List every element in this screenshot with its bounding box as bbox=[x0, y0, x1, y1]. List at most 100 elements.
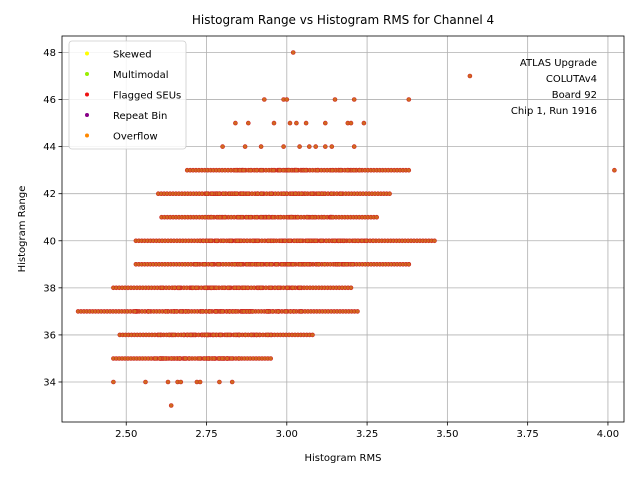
data-point bbox=[290, 285, 296, 291]
y-tick-label: 48 bbox=[43, 48, 56, 59]
data-point bbox=[351, 167, 357, 173]
data-point bbox=[332, 97, 338, 102]
data-point bbox=[363, 238, 369, 244]
data-point bbox=[248, 214, 253, 220]
data-point bbox=[274, 261, 279, 267]
data-point bbox=[254, 332, 259, 338]
data-point bbox=[284, 97, 290, 102]
data-point bbox=[303, 120, 309, 126]
data-point bbox=[214, 285, 219, 291]
data-point bbox=[224, 356, 230, 361]
data-point bbox=[295, 214, 301, 220]
data-point bbox=[288, 309, 293, 314]
annotation-text: ATLAS Upgrade COLUTAv4 Board 92 Chip 1, Run… bbox=[511, 58, 597, 117]
data-point bbox=[261, 97, 267, 102]
data-point bbox=[351, 97, 357, 102]
data-point bbox=[329, 191, 335, 196]
data-point bbox=[338, 167, 344, 173]
data-point bbox=[286, 167, 292, 173]
data-point bbox=[313, 238, 319, 244]
data-point bbox=[275, 309, 281, 314]
data-point bbox=[287, 120, 293, 126]
data-point bbox=[176, 285, 181, 291]
data-point bbox=[197, 379, 203, 385]
data-point bbox=[178, 379, 184, 385]
x-axis-label: Histogram RMS bbox=[305, 453, 382, 464]
legend-label: Overflow bbox=[113, 132, 158, 143]
data-point bbox=[370, 238, 376, 244]
data-point bbox=[266, 238, 271, 244]
data-point bbox=[248, 332, 254, 338]
data-point bbox=[203, 285, 208, 291]
data-point bbox=[177, 356, 182, 361]
data-point bbox=[236, 356, 242, 361]
data-point bbox=[239, 191, 245, 196]
data-point bbox=[265, 332, 270, 338]
data-point bbox=[250, 238, 256, 244]
data-point bbox=[243, 332, 248, 338]
data-point bbox=[294, 120, 299, 126]
data-point bbox=[202, 261, 207, 267]
data-point bbox=[268, 285, 274, 291]
data-point bbox=[315, 191, 321, 196]
y-tick-label: 40 bbox=[43, 236, 56, 247]
data-point bbox=[204, 191, 210, 196]
data-point bbox=[233, 120, 238, 126]
y-axis-label: Histogram Range bbox=[17, 186, 28, 273]
data-point bbox=[156, 332, 162, 338]
data-point bbox=[181, 332, 186, 338]
data-point bbox=[165, 379, 171, 385]
data-point bbox=[329, 144, 335, 149]
data-point bbox=[250, 309, 255, 314]
data-point bbox=[350, 261, 356, 267]
data-point bbox=[132, 309, 138, 314]
data-point bbox=[321, 214, 327, 220]
data-point bbox=[174, 309, 179, 314]
data-point bbox=[292, 191, 298, 196]
data-point bbox=[254, 214, 260, 220]
data-point bbox=[280, 167, 286, 173]
data-point bbox=[258, 144, 264, 149]
y-tick-label: 38 bbox=[43, 283, 56, 294]
data-point bbox=[271, 120, 277, 126]
data-point bbox=[277, 214, 283, 220]
data-point bbox=[207, 309, 213, 314]
data-point bbox=[374, 214, 380, 220]
data-point bbox=[233, 332, 238, 338]
data-point bbox=[179, 309, 184, 314]
data-point bbox=[268, 356, 274, 361]
data-point bbox=[193, 261, 198, 267]
data-point bbox=[248, 167, 253, 173]
data-point bbox=[241, 309, 247, 314]
data-point bbox=[357, 167, 362, 173]
data-point bbox=[313, 144, 319, 149]
data-point bbox=[406, 261, 412, 267]
data-point bbox=[171, 332, 176, 338]
data-point bbox=[202, 356, 207, 361]
data-point bbox=[406, 167, 412, 173]
data-point bbox=[297, 285, 303, 291]
data-point bbox=[245, 191, 251, 196]
data-point bbox=[292, 238, 297, 244]
x-tick-label: 3.00 bbox=[276, 429, 298, 440]
data-point bbox=[202, 214, 208, 220]
data-point bbox=[309, 191, 315, 196]
data-point bbox=[269, 191, 274, 196]
data-point bbox=[287, 238, 293, 244]
data-point bbox=[245, 285, 250, 291]
x-tick-label: 2.75 bbox=[195, 429, 217, 440]
data-point bbox=[288, 214, 294, 220]
data-point bbox=[305, 261, 311, 267]
data-point bbox=[209, 261, 214, 267]
data-point bbox=[315, 167, 320, 173]
data-point bbox=[221, 191, 226, 196]
data-point bbox=[387, 191, 392, 196]
data-point bbox=[197, 356, 202, 361]
data-point bbox=[264, 309, 270, 314]
data-point bbox=[250, 261, 255, 267]
data-point bbox=[323, 238, 329, 244]
data-point bbox=[111, 379, 116, 385]
data-point bbox=[282, 238, 288, 244]
data-point bbox=[166, 332, 172, 338]
